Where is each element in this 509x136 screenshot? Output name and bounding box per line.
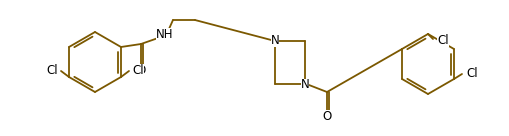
Text: O: O	[136, 64, 146, 76]
Text: N: N	[301, 78, 309, 92]
Text: Cl: Cl	[466, 67, 478, 80]
Text: Cl: Cl	[132, 64, 144, 77]
Text: Cl: Cl	[437, 33, 449, 47]
Text: Cl: Cl	[46, 64, 58, 76]
Text: N: N	[271, 33, 279, 47]
Text: O: O	[322, 109, 332, 123]
Text: NH: NH	[156, 27, 174, 41]
